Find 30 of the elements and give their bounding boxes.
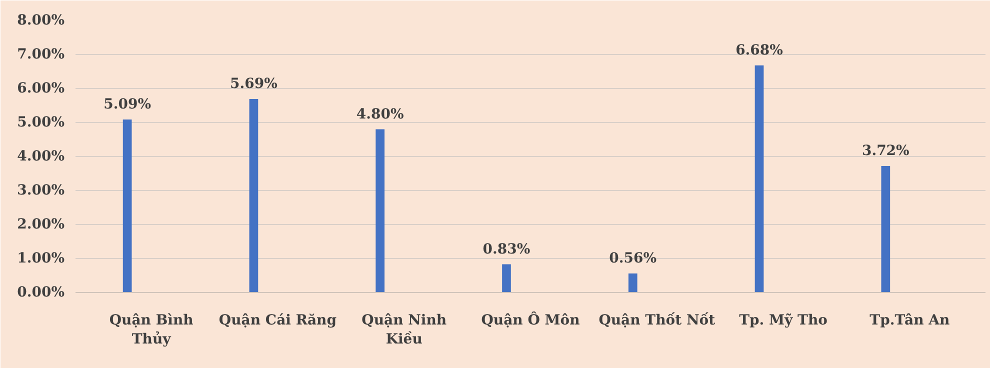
- y-tick-label: 2.00%: [17, 216, 65, 232]
- y-tick-label: 5.00%: [17, 114, 65, 130]
- x-tick-label: Quận Cái Răng: [218, 312, 337, 328]
- data-label: 6.68%: [736, 42, 783, 58]
- data-label: 4.80%: [356, 106, 404, 122]
- x-tick-label: Quận Ninh Kiều: [362, 312, 447, 348]
- bar: [754, 65, 764, 292]
- y-tick-label: 3.00%: [17, 182, 65, 198]
- bar: [249, 99, 258, 292]
- bar: [628, 273, 638, 292]
- data-label: 5.69%: [230, 76, 278, 92]
- x-tick-label: Quận Bình Thủy: [109, 312, 194, 348]
- bar: [376, 129, 385, 292]
- x-tick-label: Tp.Tân An: [870, 312, 950, 328]
- y-tick-label: 7.00%: [17, 46, 65, 62]
- bar: [502, 264, 511, 292]
- data-label: 0.83%: [482, 241, 530, 258]
- x-tick-label: Quận Thốt Nốt: [598, 312, 716, 328]
- x-tick-label: Tp. Mỹ Tho: [739, 312, 828, 328]
- y-tick-label: 4.00%: [17, 148, 65, 164]
- y-tick-label: 0.00%: [17, 284, 65, 300]
- y-tick-label: 8.00%: [17, 12, 65, 28]
- x-tick-label: Quận Ô Môn: [481, 312, 580, 328]
- bar: [881, 166, 890, 292]
- data-label: 5.09%: [104, 96, 152, 112]
- y-tick-label: 6.00%: [17, 80, 65, 96]
- data-label: 3.72%: [862, 143, 910, 160]
- bar: [122, 119, 132, 292]
- data-label: 0.56%: [609, 250, 657, 266]
- y-tick-label: 1.00%: [17, 250, 65, 266]
